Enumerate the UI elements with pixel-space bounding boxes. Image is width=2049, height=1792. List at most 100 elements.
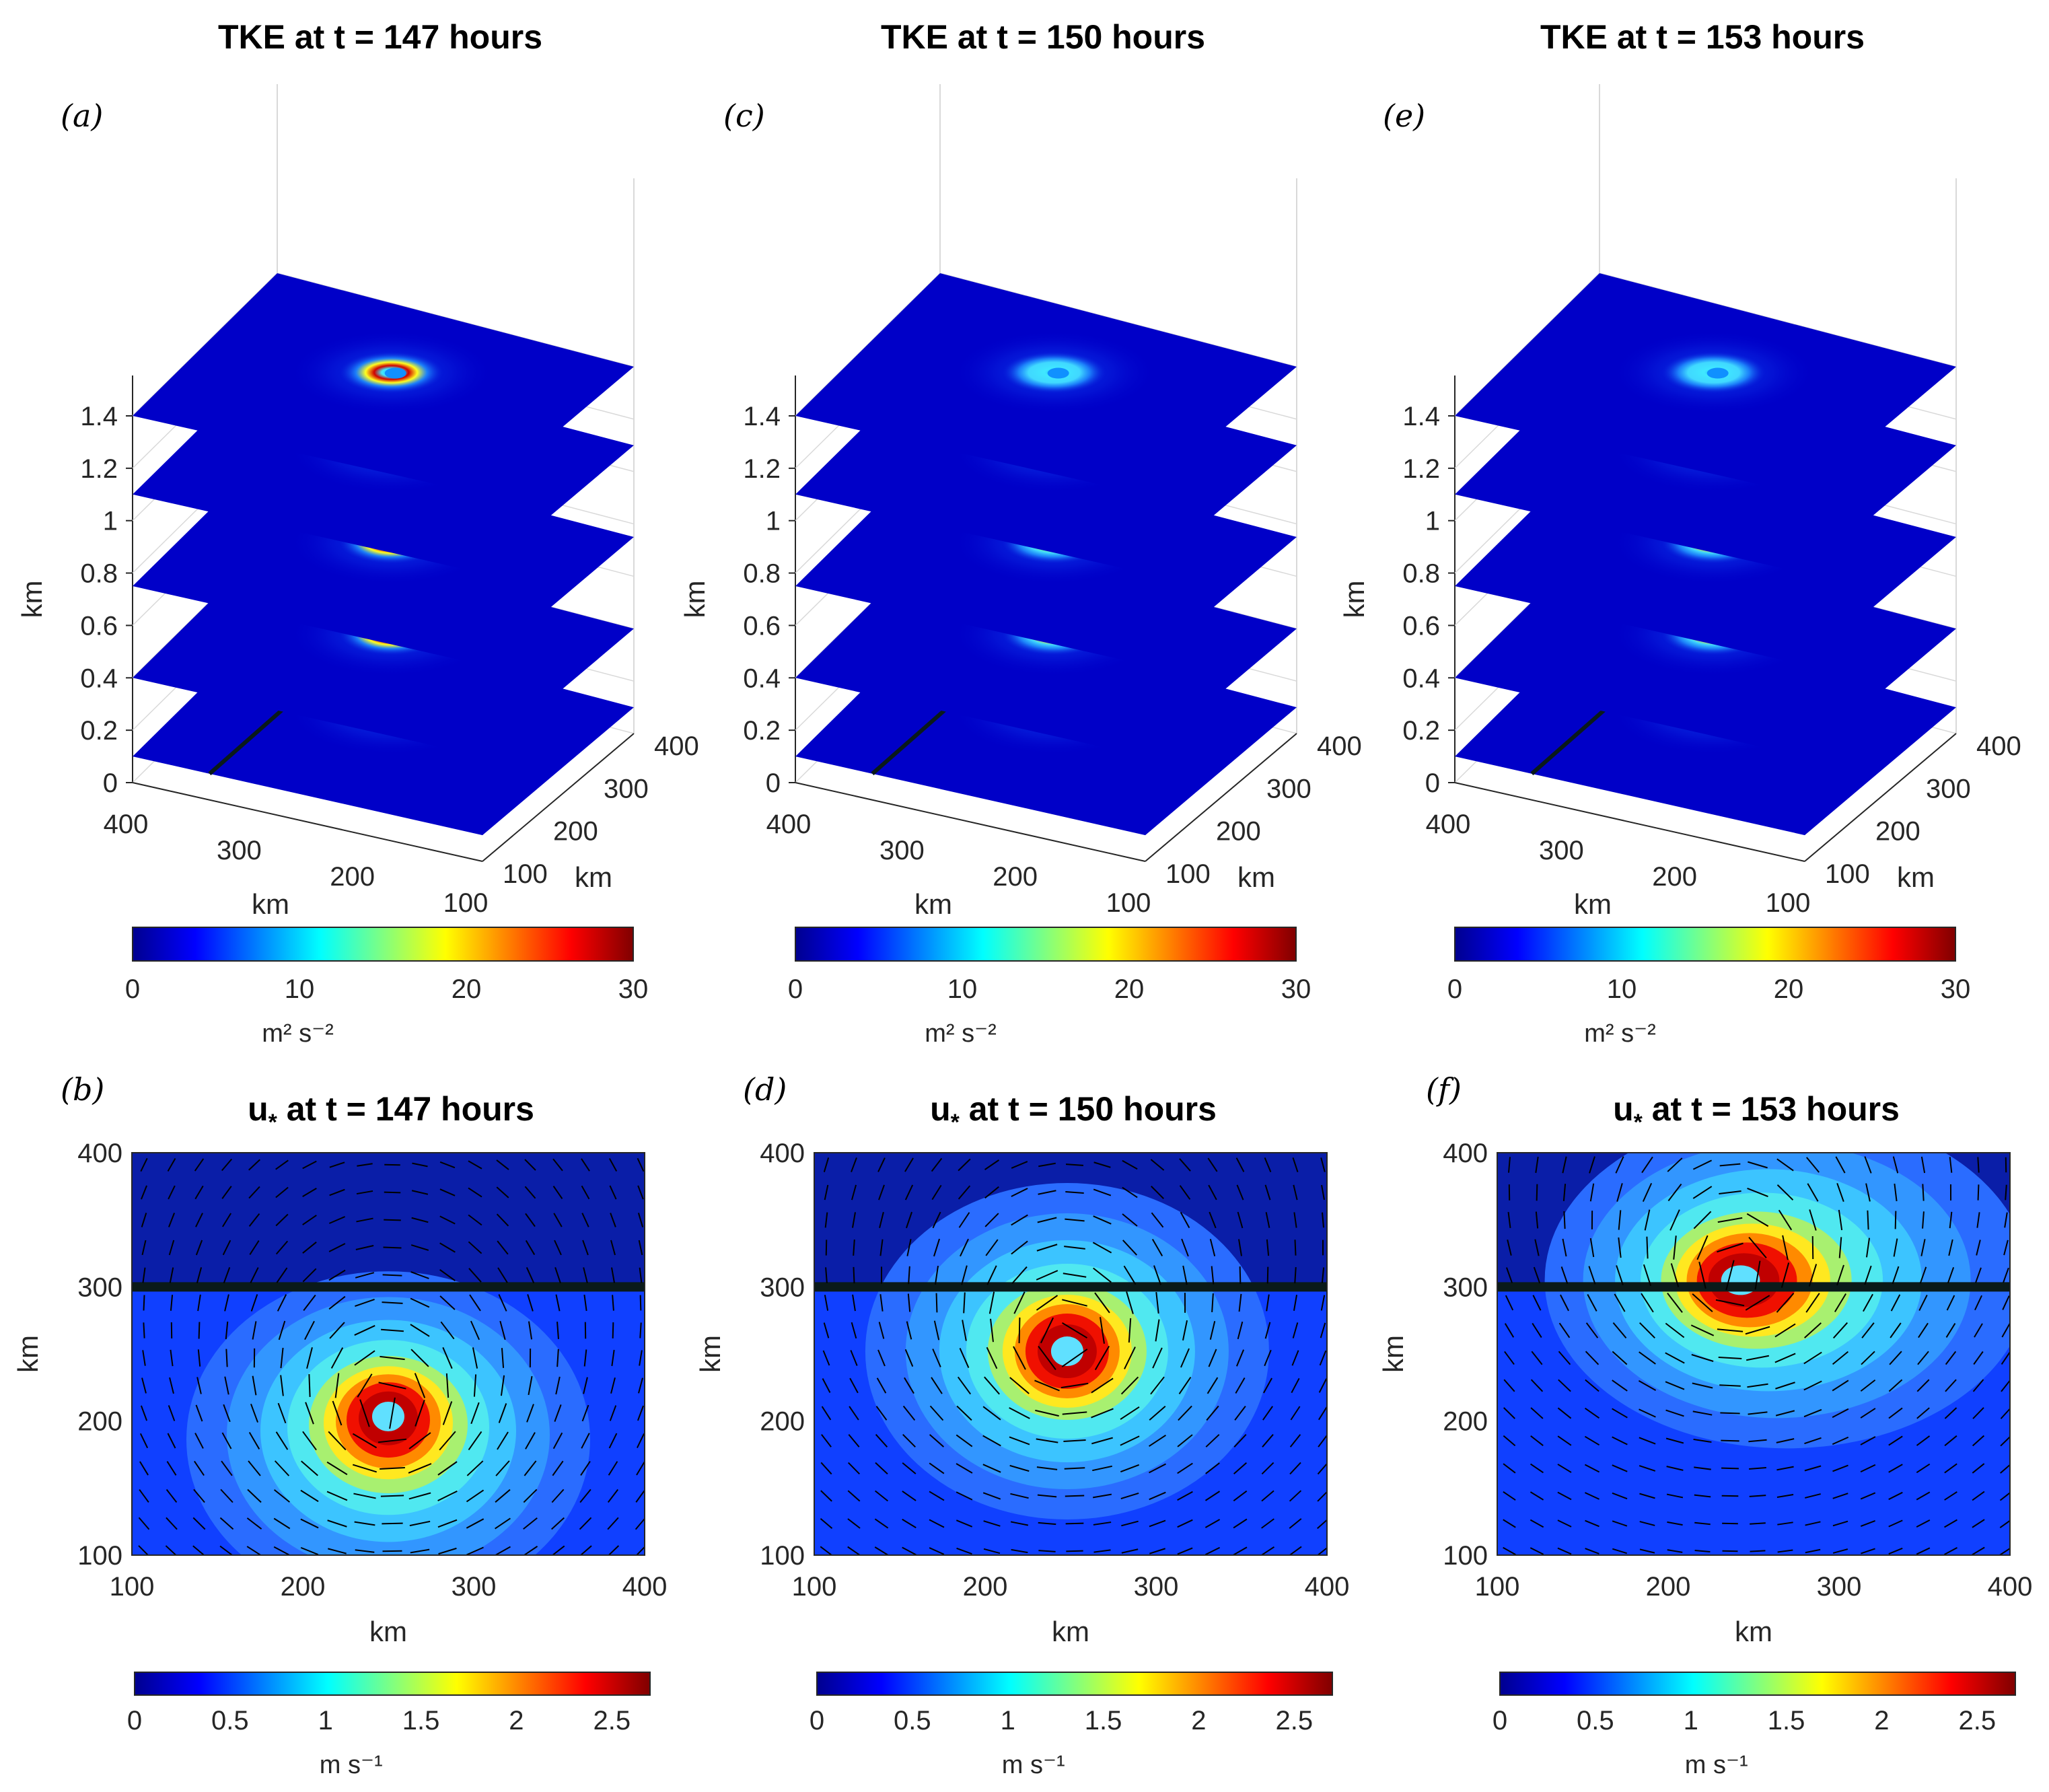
wind-vector	[1888, 1547, 1903, 1555]
wind-vector	[224, 1376, 229, 1395]
x-tick-label: 200	[330, 862, 375, 892]
wind-vector	[1261, 1518, 1274, 1529]
wind-vector	[583, 1349, 587, 1367]
wind-vector	[332, 1400, 343, 1426]
wind-vector	[1530, 1407, 1544, 1419]
wind-vector	[1860, 1492, 1876, 1500]
wind-vector	[579, 1517, 592, 1530]
wind-vector	[415, 1400, 425, 1427]
wind-vector	[1208, 1184, 1217, 1200]
wind-vector	[139, 1461, 149, 1476]
wind-vector	[192, 1517, 206, 1530]
y-tick-label: 200	[1443, 1407, 1488, 1437]
wind-vector	[250, 1403, 258, 1423]
wind-vector	[138, 1517, 150, 1530]
wind-vector	[328, 1243, 346, 1252]
wind-vector	[1639, 1437, 1656, 1445]
wind-vector	[1562, 1184, 1567, 1201]
wind-vector	[328, 1216, 346, 1224]
wind-vector	[990, 1318, 994, 1342]
wind-vector	[1065, 1495, 1085, 1497]
y-tick-label: 400	[1443, 1139, 1488, 1168]
wind-vector	[1916, 1547, 1931, 1555]
wind-vector	[1205, 1491, 1221, 1501]
wind-vector	[875, 1462, 888, 1475]
wind-vector	[1867, 1210, 1869, 1230]
wind-vector	[355, 1245, 374, 1250]
wind-vector	[1838, 1237, 1842, 1258]
x-tick-label: 100	[1475, 1572, 1520, 1602]
wind-vector	[1715, 1299, 1745, 1307]
y-tick-label: 100	[77, 1541, 122, 1571]
y-tick-label: 200	[553, 817, 598, 847]
wind-vector	[1235, 1349, 1245, 1367]
z-tick-label: 0.6	[80, 611, 118, 641]
wind-vector	[225, 1349, 228, 1367]
wind-vector	[1944, 1519, 1957, 1528]
wind-vector	[1262, 1406, 1273, 1421]
wind-vector	[1616, 1183, 1623, 1202]
wind-vector	[357, 1163, 373, 1167]
wind-vector	[1092, 1493, 1112, 1499]
wind-vector	[931, 1377, 943, 1394]
wind-vector	[250, 1294, 258, 1312]
wind-vector	[142, 1350, 146, 1366]
wind-vector	[929, 1462, 945, 1474]
colorbar-tick-label: 2	[1191, 1706, 1206, 1735]
wind-vector	[1265, 1212, 1270, 1228]
wind-vector	[1836, 1182, 1844, 1203]
wind-vector	[440, 1321, 455, 1340]
wind-vector	[466, 1546, 484, 1555]
wind-vector	[853, 1239, 855, 1256]
wind-vector	[1719, 1163, 1741, 1167]
wind-vector	[139, 1489, 149, 1503]
wind-vector	[352, 1433, 378, 1449]
wind-vector	[904, 1184, 914, 1200]
wind-vector	[1038, 1345, 1056, 1371]
wind-vector	[1782, 1235, 1789, 1260]
z-tick-label: 0.4	[1402, 664, 1440, 693]
wind-vector	[273, 1489, 291, 1503]
wind-vector	[551, 1517, 565, 1530]
wind-vector	[524, 1186, 536, 1199]
x-axis-line	[132, 782, 483, 862]
wind-vector	[497, 1240, 509, 1255]
wind-vector	[934, 1266, 939, 1285]
wind-vector	[1916, 1407, 1930, 1419]
x-tick-label: 200	[1652, 862, 1697, 892]
wind-vector	[956, 1434, 973, 1447]
wind-vector	[929, 1547, 945, 1555]
wind-vector	[524, 1460, 537, 1476]
wind-vector	[879, 1211, 884, 1229]
wind-vector	[525, 1432, 536, 1449]
wind-vector	[248, 1460, 261, 1476]
wind-vector	[1065, 1163, 1084, 1166]
wind-vector	[472, 1347, 478, 1369]
wind-vector	[1504, 1323, 1515, 1338]
wind-vector	[1693, 1438, 1712, 1443]
title-subscript: *	[268, 1110, 278, 1135]
wind-vector	[1803, 1351, 1822, 1365]
wind-vector	[250, 1267, 259, 1283]
wind-vector	[382, 1550, 402, 1552]
wind-vector	[1560, 1266, 1569, 1284]
x-tick-label: 100	[1106, 888, 1151, 918]
wind-vector	[610, 1213, 616, 1227]
wind-vector	[1972, 1435, 1985, 1447]
wind-vector	[1093, 1549, 1111, 1553]
wind-vector	[1233, 1490, 1248, 1502]
wind-vector	[1587, 1294, 1597, 1312]
wind-vector	[929, 1491, 945, 1501]
wind-vector	[1585, 1548, 1599, 1554]
wind-vector	[552, 1432, 563, 1449]
wind-vector	[1775, 1410, 1795, 1417]
colorbar-tick-label: 1.5	[1768, 1706, 1805, 1735]
wind-vector	[468, 1187, 482, 1198]
wind-vector	[1746, 1213, 1769, 1227]
wind-vector	[1944, 1547, 1957, 1555]
z-tick-label: 1.2	[80, 454, 118, 484]
wind-vector	[985, 1239, 999, 1256]
wind-vector	[1803, 1380, 1822, 1391]
wind-vector	[554, 1404, 562, 1422]
wind-vector	[1292, 1157, 1299, 1172]
